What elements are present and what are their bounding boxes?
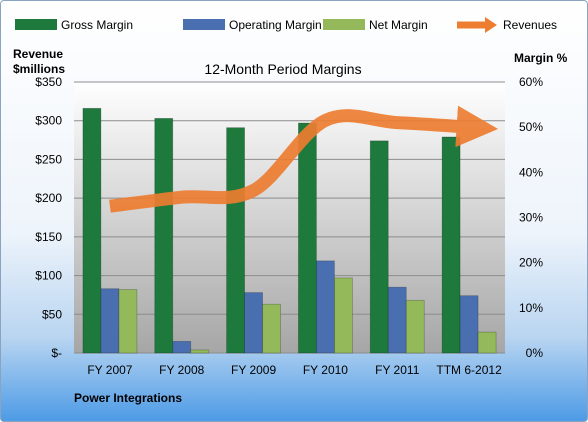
bar-operating-margin	[387, 286, 407, 354]
right-tick-label: 0%	[526, 346, 544, 360]
bar-operating-margin	[100, 288, 120, 354]
bar-operating-margin	[316, 260, 335, 354]
bar-net-margin	[334, 277, 353, 354]
bar-gross-margin	[441, 136, 461, 354]
right-axis-title: Margin %	[514, 51, 568, 65]
legend: Gross Margin Operating Margin Net Margin Re…	[15, 17, 557, 33]
company-name: Power Integrations	[74, 391, 182, 405]
bar-gross-margin	[226, 127, 245, 354]
legend-swatch-net-margin	[323, 19, 365, 30]
bar-net-margin	[405, 299, 425, 354]
right-tick-label: 50%	[519, 120, 543, 134]
x-tick-label: FY 2008	[159, 363, 204, 377]
legend-label: Operating Margin	[229, 18, 322, 32]
right-axis-ticks: 0% 10% 20% 30% 40% 50% 60%	[519, 75, 543, 360]
bar-gross-margin	[369, 140, 389, 354]
bar-net-margin	[190, 349, 210, 354]
bar-gross-margin	[154, 117, 174, 354]
bar-net-margin	[118, 289, 138, 354]
left-tick-label: $200	[35, 191, 62, 205]
x-axis-ticks: FY 2007 FY 2008 FY 2009 FY 2010 FY 2011 TTM 6…	[87, 363, 502, 377]
legend-label: Revenues	[503, 18, 557, 32]
right-tick-label: 30%	[519, 211, 543, 225]
bar-net-margin	[477, 331, 497, 354]
left-axis-ticks: $- $50 $100 $150 $200 $250 $300 $350	[35, 75, 62, 360]
left-tick-label: $-	[51, 346, 62, 360]
left-tick-label: $50	[42, 307, 62, 321]
legend-arrow	[485, 17, 497, 33]
legend-swatch-operating-margin	[183, 19, 225, 30]
revenue-line-path	[109, 105, 499, 213]
bar-operating-margin	[459, 295, 479, 354]
bar-operating-margin	[244, 292, 263, 354]
gridlines	[74, 81, 505, 354]
left-tick-label: $100	[35, 269, 62, 283]
left-axis-title-line1: Revenue	[13, 47, 63, 61]
left-axis-title-line2: $millions	[13, 62, 65, 76]
legend-label: Gross Margin	[61, 18, 133, 32]
bar-net-margin	[262, 303, 281, 354]
left-tick-label: $150	[35, 230, 62, 244]
bar-series	[82, 107, 497, 354]
x-tick-label: TTM 6-2012	[436, 363, 502, 377]
legend-label: Net Margin	[369, 18, 428, 32]
right-tick-label: 60%	[519, 75, 543, 89]
right-tick-label: 40%	[519, 165, 543, 179]
bar-operating-margin	[172, 340, 192, 354]
right-tick-label: 20%	[519, 256, 543, 270]
x-tick-label: FY 2011	[375, 363, 420, 377]
right-tick-label: 10%	[519, 301, 543, 315]
chart-title: 12-Month Period Margins	[204, 61, 361, 77]
left-tick-label: $250	[35, 152, 62, 166]
x-tick-label: FY 2009	[231, 363, 276, 377]
left-tick-label: $300	[35, 114, 62, 128]
left-tick-label: $350	[35, 75, 62, 89]
legend-swatch-gross-margin	[15, 19, 57, 30]
x-tick-label: FY 2007	[87, 363, 132, 377]
bar-gross-margin	[82, 107, 102, 354]
revenue-line	[109, 105, 499, 213]
bar-gross-margin	[298, 122, 317, 354]
x-tick-label: FY 2010	[303, 363, 348, 377]
